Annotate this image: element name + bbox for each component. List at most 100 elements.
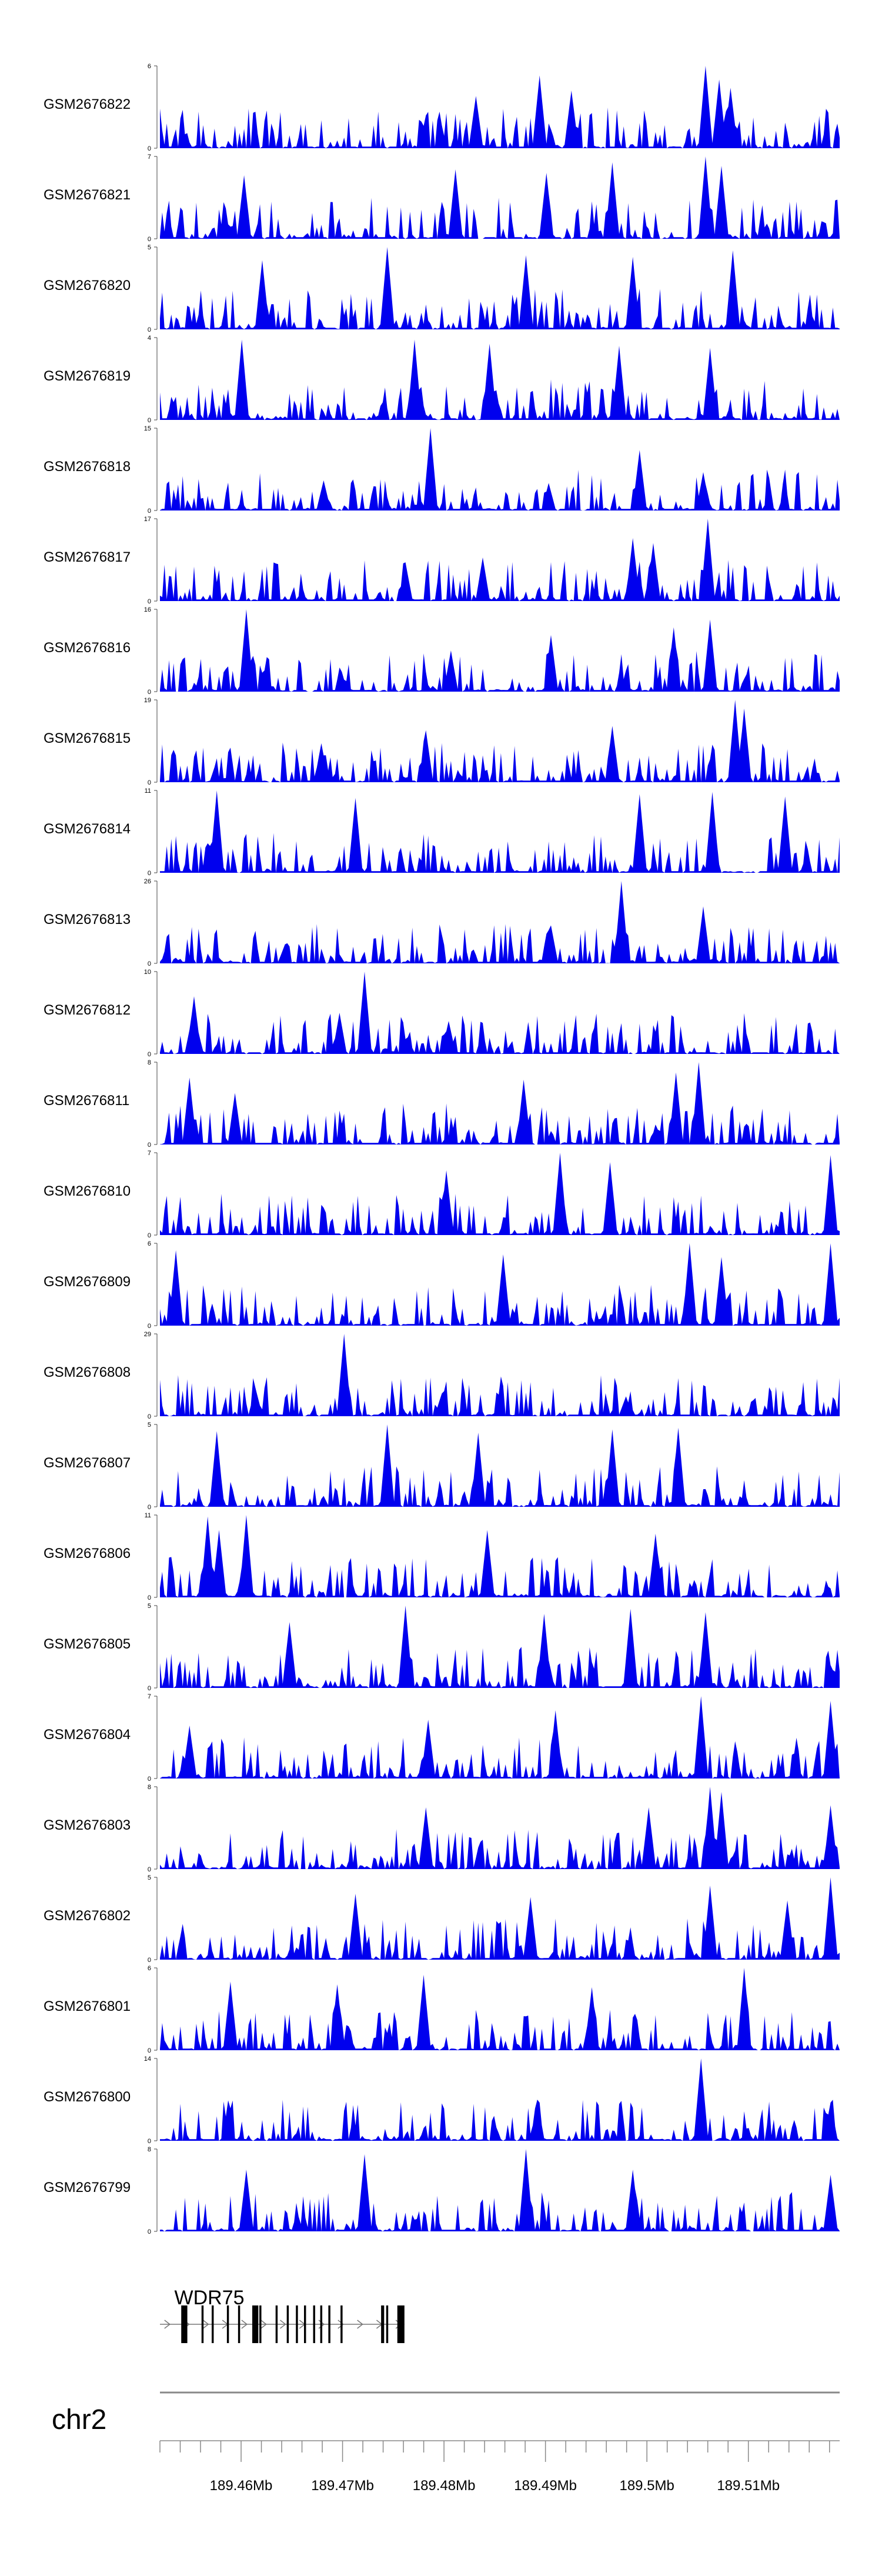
tick-label: 189.49Mb [514, 2478, 577, 2494]
genome-axis: chr2 189.46Mb 189.47Mb 189.48Mb 189.49Mb 189… [52, 2391, 840, 2494]
track-gsm2676810: GSM2676810 7 0 [44, 1150, 840, 1239]
y-min-label: 0 [148, 1051, 151, 1058]
y-min-label: 0 [148, 1594, 151, 1601]
y-max-label: 7 [148, 154, 151, 161]
track-gsm2676799: GSM2676799 8 0 [44, 2146, 840, 2235]
exon [238, 2305, 240, 2343]
coverage-area [160, 1696, 840, 1778]
track-gsm2676800: GSM2676800 14 0 [44, 2056, 840, 2145]
y-max-label: 8 [148, 2146, 151, 2153]
gene-annotation-track: WDR75 [160, 2287, 405, 2343]
major-ticks: 189.46Mb 189.47Mb 189.48Mb 189.49Mb 189.5Mb 1… [210, 2441, 780, 2494]
gene-exons [181, 2305, 405, 2343]
exon [286, 2305, 289, 2343]
y-min-label: 0 [148, 508, 151, 515]
exon [313, 2305, 315, 2343]
track-label: GSM2676814 [44, 821, 131, 837]
coverage-area [160, 609, 840, 692]
track-gsm2676809: GSM2676809 6 0 [44, 1240, 840, 1330]
y-min-label: 0 [148, 779, 151, 786]
track-label: GSM2676818 [44, 459, 131, 475]
track-gsm2676807: GSM2676807 5 0 [44, 1422, 840, 1511]
tick-label: 189.46Mb [210, 2478, 273, 2494]
track-gsm2676817: GSM2676817 17 0 [44, 516, 840, 605]
y-min-label: 0 [148, 1413, 151, 1420]
y-min-label: 0 [148, 2228, 151, 2235]
coverage-area [160, 700, 840, 782]
exon [320, 2305, 323, 2343]
track-gsm2676821: GSM2676821 7 0 [44, 154, 840, 243]
y-min-label: 0 [148, 1957, 151, 1964]
track-label: GSM2676820 [44, 278, 131, 293]
track-label: GSM2676809 [44, 1274, 131, 1290]
coverage-area [160, 1515, 840, 1597]
y-max-label: 5 [148, 1874, 151, 1881]
track-gsm2676805: GSM2676805 5 0 [44, 1603, 840, 1692]
track-label: GSM2676800 [44, 2089, 131, 2105]
exon [296, 2305, 298, 2343]
y-max-label: 5 [148, 1422, 151, 1429]
exon [226, 2305, 229, 2343]
y-min-label: 0 [148, 870, 151, 877]
y-min-label: 0 [148, 326, 151, 333]
track-label: GSM2676806 [44, 1546, 131, 1561]
exon [201, 2305, 204, 2343]
coverage-area [160, 1424, 840, 1507]
exon [328, 2305, 330, 2343]
coverage-area [160, 1606, 840, 1688]
coverage-area [160, 1968, 840, 2050]
tick-label: 189.48Mb [413, 2478, 476, 2494]
y-max-label: 14 [144, 2056, 151, 2063]
track-label: GSM2676819 [44, 368, 131, 384]
track-label: GSM2676822 [44, 96, 131, 112]
strand-arrow [202, 2320, 209, 2329]
track-label: GSM2676813 [44, 912, 131, 927]
major-tick: 189.49Mb [514, 2441, 577, 2494]
track-gsm2676803: GSM2676803 8 0 [44, 1784, 840, 1873]
y-min-label: 0 [148, 1685, 151, 1692]
track-label: GSM2676799 [44, 2180, 131, 2195]
track-label: GSM2676812 [44, 1002, 131, 1018]
tick-label: 189.47Mb [311, 2478, 374, 2494]
tick-label: 189.5Mb [619, 2478, 674, 2494]
y-min-label: 0 [148, 236, 151, 243]
strand-arrow [241, 2320, 248, 2329]
y-max-label: 6 [148, 1965, 151, 1972]
y-min-label: 0 [148, 2047, 151, 2054]
track-label: GSM2676801 [44, 1998, 131, 2014]
exon [181, 2305, 188, 2343]
y-max-label: 5 [148, 1603, 151, 1610]
coverage-area [160, 339, 840, 420]
y-max-label: 29 [144, 1331, 151, 1338]
track-gsm2676812: GSM2676812 10 0 [44, 969, 840, 1058]
strand-arrow [164, 2320, 171, 2329]
major-tick: 189.48Mb [413, 2441, 476, 2494]
y-min-label: 0 [148, 1866, 151, 1873]
track-gsm2676816: GSM2676816 16 0 [44, 606, 840, 696]
strand-arrow [357, 2320, 363, 2329]
y-max-label: 11 [145, 788, 151, 795]
y-min-label: 0 [148, 1323, 151, 1330]
strand-arrow [338, 2320, 345, 2329]
track-label: GSM2676808 [44, 1364, 131, 1380]
y-max-label: 26 [144, 878, 151, 885]
coverage-area [160, 1153, 840, 1235]
track-label: GSM2676803 [44, 1817, 131, 1833]
track-label: GSM2676815 [44, 730, 131, 746]
track-gsm2676808: GSM2676808 29 0 [44, 1331, 840, 1420]
y-max-label: 11 [145, 1512, 151, 1519]
track-gsm2676820: GSM2676820 5 0 [44, 244, 840, 333]
y-max-label: 19 [144, 697, 151, 704]
y-min-label: 0 [148, 1504, 151, 1511]
coverage-area [160, 1243, 840, 1326]
coverage-area [160, 790, 840, 873]
track-gsm2676806: GSM2676806 11 0 [44, 1512, 840, 1601]
exon [211, 2305, 214, 2343]
y-max-label: 7 [148, 1150, 151, 1157]
track-label: GSM2676811 [44, 1093, 129, 1109]
coverage-tracks: GSM267682260GSM267682170GSM267682050GSM2… [44, 63, 840, 2235]
coverage-area [160, 881, 840, 963]
y-max-label: 8 [148, 1784, 151, 1791]
track-gsm2676822: GSM2676822 6 0 [44, 63, 840, 152]
y-min-label: 0 [148, 417, 151, 424]
